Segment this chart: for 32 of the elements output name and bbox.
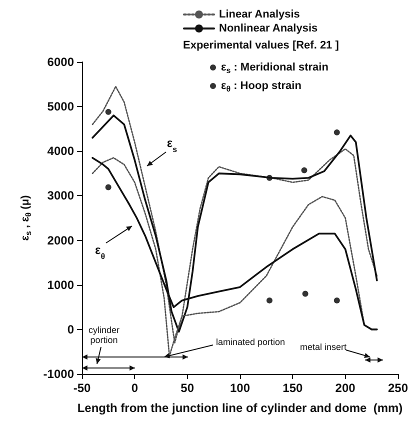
y-tick-label: 3000	[47, 188, 74, 203]
y-axis-title: εs , εθ (μ)	[19, 194, 33, 241]
y-tick-label: 4000	[47, 144, 74, 158]
point	[105, 184, 112, 190]
annotation: laminated portion	[216, 337, 286, 347]
x-tick-label: 0	[131, 381, 138, 395]
annotation: ε$_{θ}$	[94, 243, 106, 260]
point	[302, 290, 308, 297]
y-tick-label: 6000	[47, 55, 74, 69]
annotation: metal insert	[300, 342, 348, 352]
point	[266, 297, 272, 304]
legend-title: Experimental values [Ref. 21 ]	[183, 40, 340, 52]
y-tick-label: 5000	[47, 100, 74, 114]
y-tick-label: 1000	[47, 278, 74, 292]
y-tick-label: 0	[67, 322, 74, 336]
legend-label: Linear Analysis	[219, 8, 300, 20]
annotation: cylinder portion	[88, 325, 120, 345]
x-tick-label: 250	[388, 381, 408, 395]
x-tick-label: 200	[335, 381, 356, 395]
point	[334, 297, 340, 304]
x-tick-label: -50	[73, 381, 91, 395]
point	[105, 108, 112, 115]
x-tick-label: 100	[230, 381, 250, 395]
x-axis-title: Length from the junction line of cylinder and dome (mm)	[77, 401, 403, 415]
point	[301, 167, 308, 174]
legend-label: Nonlinear Analysis	[219, 22, 318, 34]
point	[334, 129, 340, 136]
y-tick-label: -1000	[43, 367, 74, 381]
y-tick-label: 2000	[47, 233, 74, 248]
annotation: ε$_{s}$	[166, 136, 178, 154]
x-tick-label: 50	[180, 381, 194, 395]
x-tick-label: 150	[282, 381, 303, 395]
